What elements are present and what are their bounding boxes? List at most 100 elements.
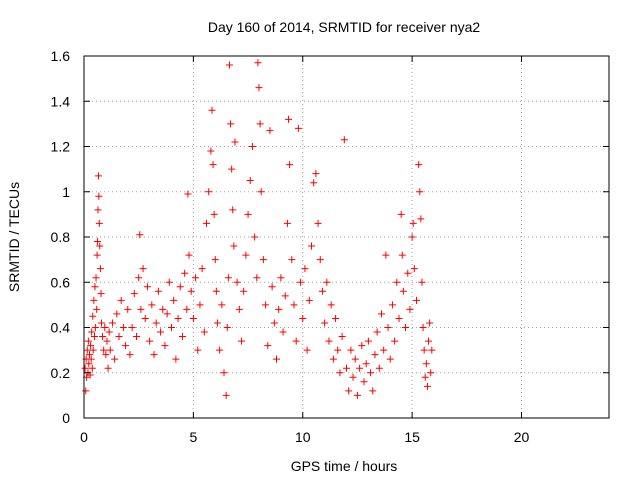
data-point — [100, 346, 108, 354]
data-point — [409, 219, 417, 227]
data-point — [338, 333, 346, 341]
data-point — [222, 391, 230, 399]
data-point — [238, 337, 245, 345]
data-point — [207, 147, 215, 155]
data-point — [251, 233, 259, 241]
data-point — [157, 328, 165, 336]
data-point — [233, 278, 241, 286]
data-point — [329, 355, 337, 363]
data-point — [345, 387, 353, 395]
data-point — [386, 355, 394, 363]
data-point — [130, 290, 138, 298]
data-point — [208, 106, 216, 114]
data-point — [262, 301, 270, 309]
x-tick-label: 10 — [295, 429, 311, 445]
data-point — [420, 346, 428, 354]
data-point — [283, 219, 291, 227]
data-point — [148, 301, 156, 309]
data-point — [380, 346, 388, 354]
data-point — [95, 219, 103, 227]
data-point — [102, 351, 110, 359]
data-point — [406, 305, 414, 313]
data-point — [321, 319, 329, 327]
data-point — [351, 355, 359, 363]
data-point — [150, 351, 158, 359]
data-point — [84, 337, 92, 345]
x-tick-label: 15 — [404, 429, 420, 445]
data-point — [225, 61, 233, 69]
data-point — [256, 120, 264, 128]
data-point — [388, 301, 396, 309]
data-point — [98, 319, 105, 327]
y-tick-label: 0 — [62, 410, 70, 426]
data-point — [196, 301, 204, 309]
data-point — [89, 346, 97, 354]
data-point — [275, 305, 283, 313]
data-point — [332, 314, 340, 322]
data-point — [415, 161, 423, 169]
data-point — [235, 305, 243, 313]
y-tick-label: 0.2 — [51, 365, 71, 381]
y-tick-label: 1.2 — [51, 139, 71, 155]
data-point — [124, 305, 132, 313]
data-point — [316, 256, 324, 264]
data-point — [113, 310, 121, 318]
data-point — [159, 305, 167, 313]
data-point — [152, 319, 160, 327]
data-point — [128, 324, 136, 331]
data-point — [103, 337, 111, 345]
data-point — [246, 176, 254, 184]
data-point — [213, 319, 221, 327]
data-point — [227, 120, 235, 128]
data-point — [299, 314, 307, 322]
data-point — [220, 369, 228, 377]
data-point — [255, 84, 263, 92]
data-point — [161, 342, 169, 350]
data-point — [323, 278, 331, 286]
data-point — [428, 346, 436, 354]
data-point — [393, 278, 401, 286]
y-tick-label: 0.4 — [51, 320, 71, 336]
data-point — [141, 314, 149, 322]
data-point — [181, 269, 189, 277]
data-point — [163, 310, 171, 318]
data-point — [211, 256, 219, 264]
data-point — [111, 355, 119, 363]
data-point — [216, 346, 224, 354]
data-point — [253, 274, 261, 282]
data-point — [369, 387, 377, 395]
data-point — [281, 292, 289, 300]
data-point — [268, 283, 276, 291]
data-point — [286, 161, 294, 169]
data-point — [303, 346, 311, 354]
data-point — [91, 324, 99, 331]
data-point — [230, 242, 238, 250]
data-point — [310, 179, 318, 187]
data-point — [95, 192, 103, 200]
data-point — [273, 355, 280, 363]
data-point — [425, 337, 433, 345]
data-point — [90, 296, 98, 304]
data-point — [417, 215, 425, 223]
data-point — [360, 378, 368, 386]
data-point — [231, 138, 239, 146]
data-point — [203, 219, 210, 227]
data-point — [402, 324, 410, 331]
data-point — [165, 278, 173, 286]
y-tick-label: 0.8 — [51, 229, 71, 245]
data-point — [189, 314, 197, 322]
data-point — [154, 287, 162, 295]
data-point — [353, 391, 361, 399]
data-point — [347, 346, 355, 354]
data-point — [426, 319, 434, 327]
data-point — [91, 333, 98, 341]
data-point — [96, 242, 104, 250]
data-point — [85, 360, 93, 368]
data-point — [240, 287, 248, 295]
data-point — [318, 287, 326, 295]
data-point — [418, 278, 426, 286]
data-point — [81, 364, 89, 372]
data-point — [244, 210, 252, 218]
data-point — [108, 319, 116, 327]
data-point — [94, 206, 102, 214]
